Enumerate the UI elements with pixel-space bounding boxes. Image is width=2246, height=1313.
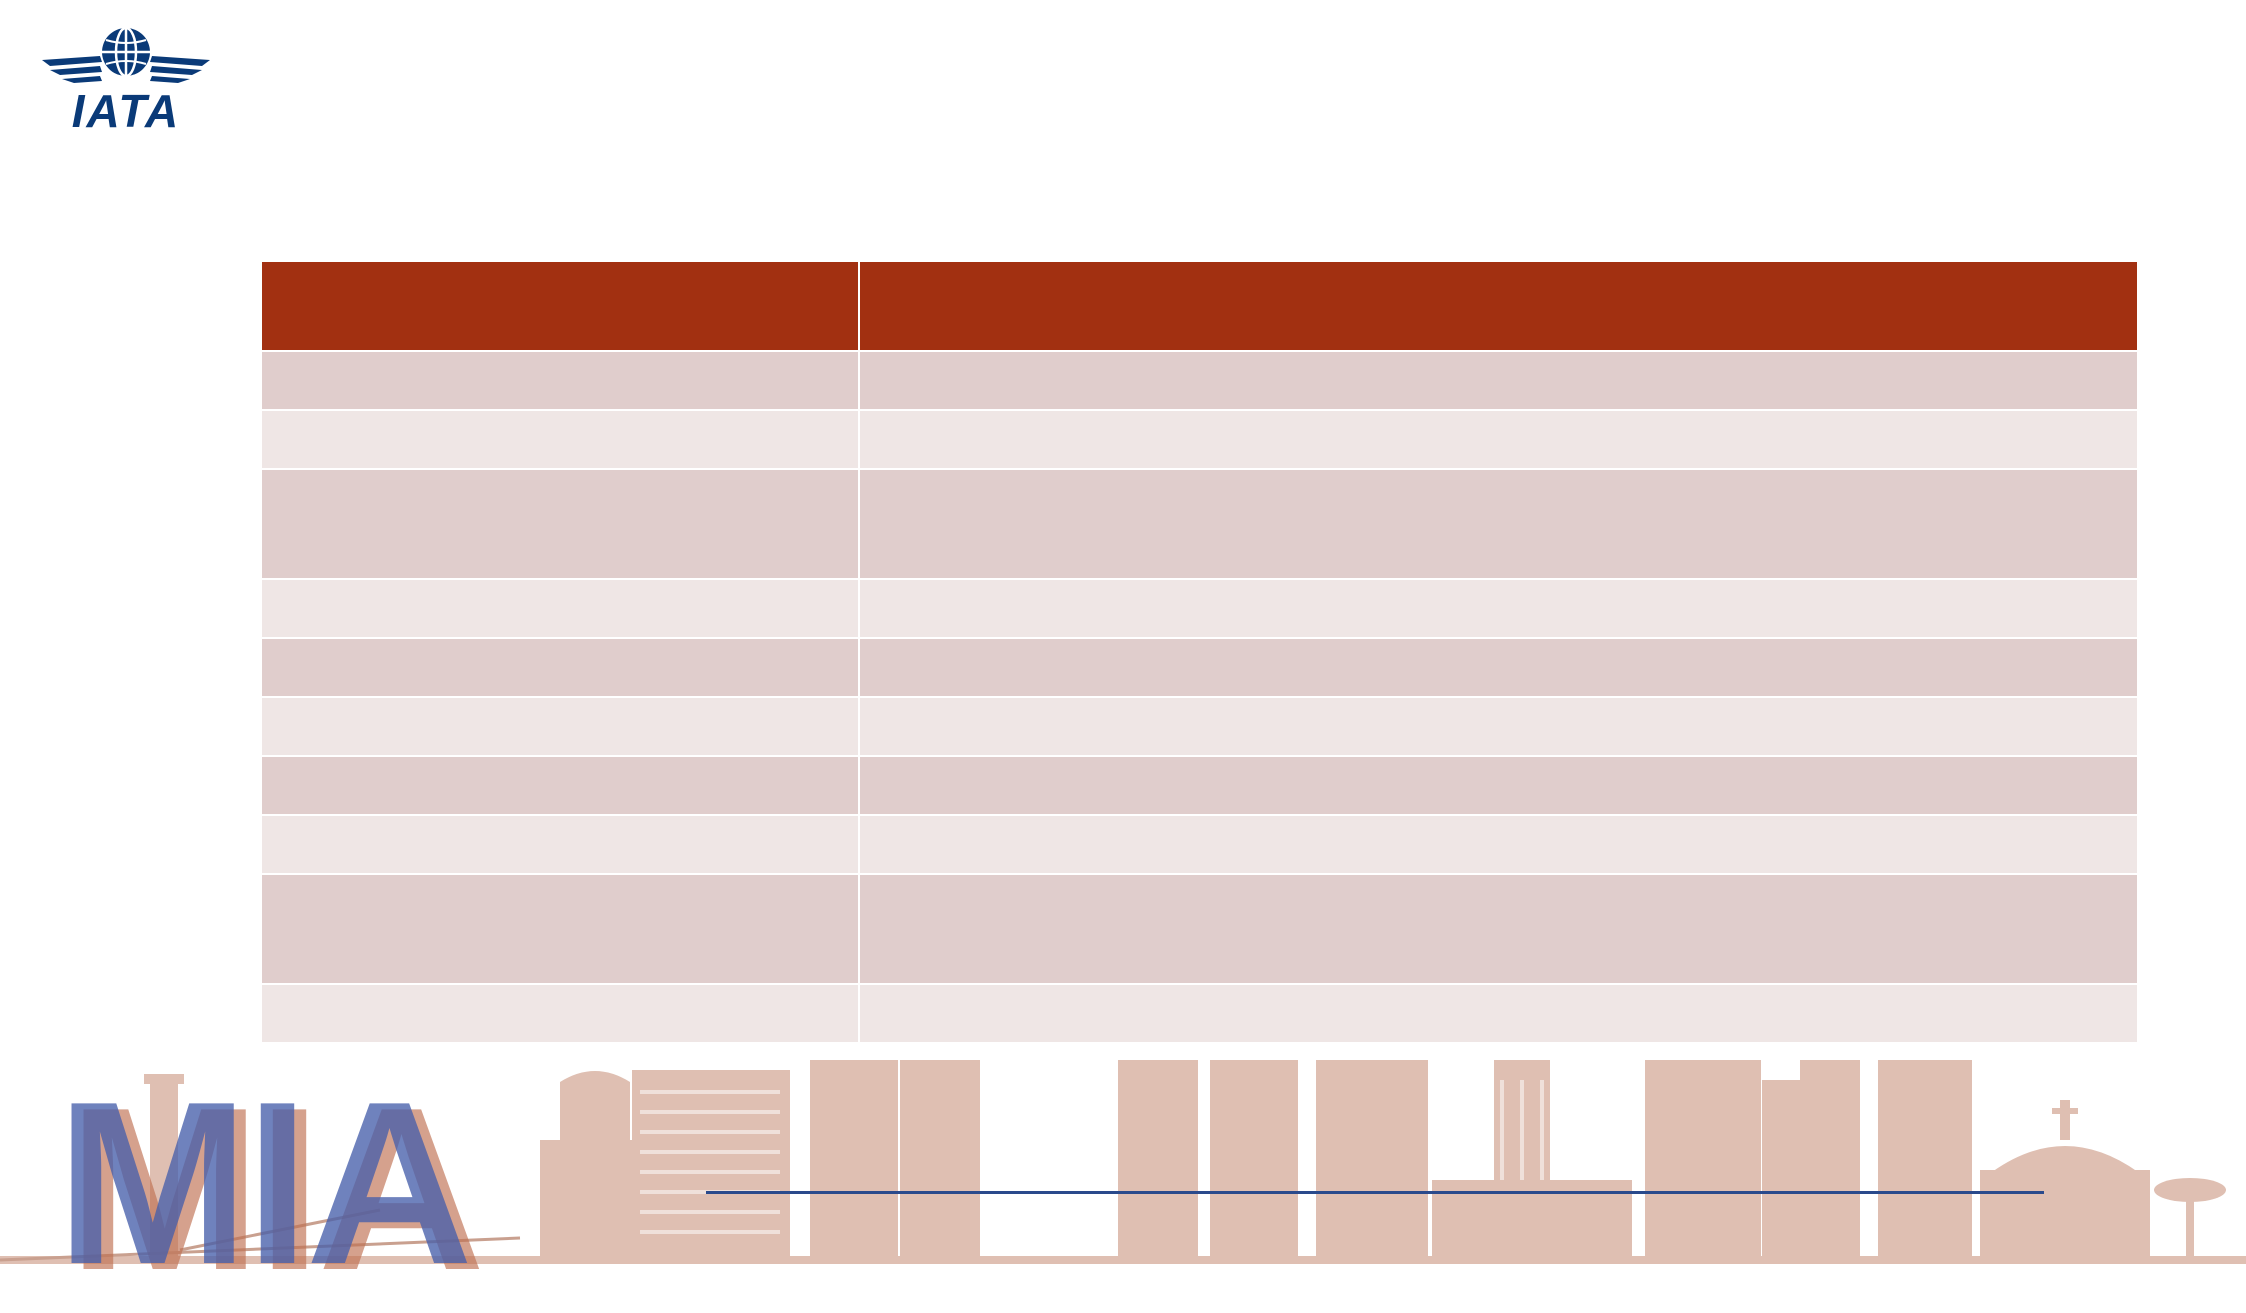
table-cell: [260, 409, 860, 470]
globe-wings-icon: [42, 26, 210, 83]
table-cell: [858, 409, 2139, 470]
table-cell: [858, 696, 2139, 757]
table-cell: [260, 755, 860, 816]
table-row: [260, 983, 2139, 1044]
table-row: [260, 578, 2139, 639]
iata-logo: IATA: [40, 20, 212, 138]
table-cell: [858, 814, 2139, 875]
table-cell: [858, 637, 2139, 698]
table-cell: [858, 350, 2139, 411]
table-header-cell: [260, 260, 860, 352]
table-header-row: [260, 260, 2139, 352]
city-skyline-illustration: [0, 1060, 2246, 1264]
table-row: [260, 755, 2139, 816]
table-row: [260, 873, 2139, 985]
table-cell: [260, 814, 860, 875]
table-cell: [260, 637, 860, 698]
table-row: [260, 637, 2139, 698]
table-header-cell: [858, 260, 2139, 352]
table-cell: [858, 983, 2139, 1044]
table-cell: [260, 983, 860, 1044]
table-cell: [858, 755, 2139, 816]
table-cell: [260, 873, 860, 985]
table-row: [260, 468, 2139, 580]
table-cell: [858, 468, 2139, 580]
table-cell: [260, 350, 860, 411]
table-cell: [260, 696, 860, 757]
table-row: [260, 696, 2139, 757]
table-cell: [858, 578, 2139, 639]
mia-logo-text: MIA: [56, 1054, 473, 1313]
table-row: [260, 350, 2139, 411]
table-row: [260, 409, 2139, 470]
footer-divider-line: [706, 1191, 2044, 1194]
table-cell: [260, 578, 860, 639]
logo-text: IATA: [71, 85, 181, 137]
table-cell: [260, 468, 860, 580]
table-row: [260, 814, 2139, 875]
data-table: [260, 260, 2139, 1044]
table-cell: [858, 873, 2139, 985]
